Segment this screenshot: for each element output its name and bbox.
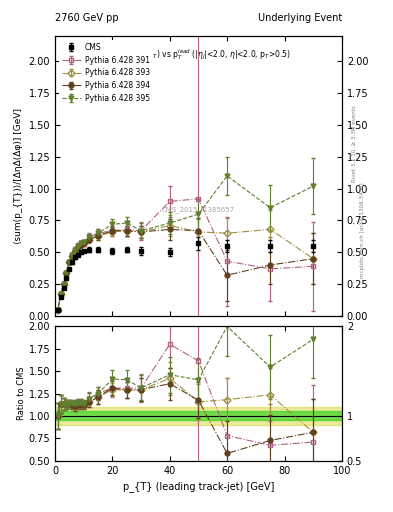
Text: Average $\Sigma$(p$_T$) vs p$_T^{lead}$ (|$\eta_j$|<2.0, $\eta$|<2.0, p$_T$>0.5): Average $\Sigma$(p$_T$) vs p$_T^{lead}$ …: [106, 47, 291, 61]
Text: CMS_2015_I1385657: CMS_2015_I1385657: [162, 206, 235, 213]
X-axis label: p_{T} (leading track-jet) [GeV]: p_{T} (leading track-jet) [GeV]: [123, 481, 274, 492]
Bar: [55, 407, 342, 425]
Text: Rivet 3.1.10, ≥ 3.3M events: Rivet 3.1.10, ≥ 3.3M events: [352, 105, 357, 182]
Text: 2760 GeV pp: 2760 GeV pp: [55, 13, 119, 23]
Y-axis label: ⟨sum(p_{T})⟩/[ΔηΔ(Δφ)] [GeV]: ⟨sum(p_{T})⟩/[ΔηΔ(Δφ)] [GeV]: [14, 108, 23, 244]
Y-axis label: Ratio to CMS: Ratio to CMS: [17, 367, 26, 420]
Text: Underlying Event: Underlying Event: [258, 13, 342, 23]
Text: mcplots.cern.ch [arXiv:1306.3436]: mcplots.cern.ch [arXiv:1306.3436]: [360, 183, 365, 278]
Bar: [55, 412, 342, 420]
Legend: CMS, Pythia 6.428 391, Pythia 6.428 393, Pythia 6.428 394, Pythia 6.428 395: CMS, Pythia 6.428 391, Pythia 6.428 393,…: [59, 39, 153, 106]
